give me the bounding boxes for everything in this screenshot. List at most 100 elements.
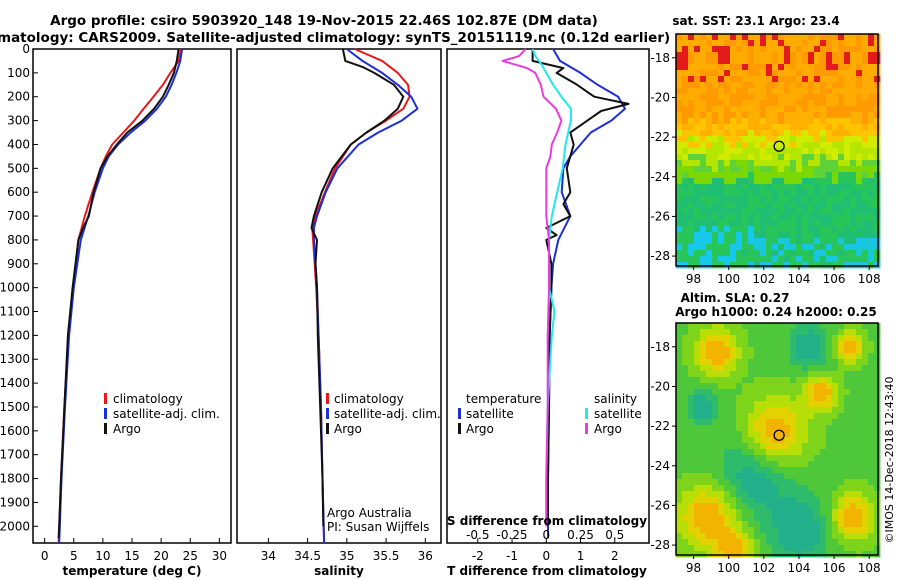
heatmap-cell <box>796 46 803 53</box>
heatmap-cell <box>778 335 785 342</box>
heatmap-cell <box>844 46 851 53</box>
heatmap-cell <box>832 533 839 540</box>
heatmap-cell <box>676 527 683 534</box>
heatmap-cell <box>706 40 713 47</box>
depth-tick-label: 2000 <box>0 519 30 533</box>
heatmap-cell <box>832 100 839 107</box>
heatmap-cell <box>700 40 707 47</box>
heatmap-cell <box>838 533 845 540</box>
heatmap-cell <box>736 160 743 167</box>
heatmap-cell <box>862 208 869 215</box>
heatmap-cell <box>826 377 833 384</box>
heatmap-cell <box>742 124 749 131</box>
heatmap-cell <box>724 401 731 408</box>
heatmap-cell <box>700 455 707 462</box>
heatmap-cell <box>790 389 797 396</box>
heatmap-cell <box>706 455 713 462</box>
heatmap-cell <box>784 329 791 336</box>
heatmap-cell <box>784 527 791 534</box>
heatmap-cell <box>826 226 833 233</box>
heatmap-cell <box>772 142 779 149</box>
heatmap-cell <box>862 347 869 354</box>
heatmap-cell <box>784 341 791 348</box>
heatmap-cell <box>760 455 767 462</box>
heatmap-cell <box>874 184 881 191</box>
heatmap-cell <box>874 323 881 330</box>
heatmap-cell <box>772 40 779 47</box>
heatmap-cell <box>742 256 749 263</box>
heatmap-cell <box>844 491 851 498</box>
heatmap-cell <box>868 262 875 269</box>
heatmap-cell <box>856 262 863 269</box>
heatmap-cell <box>802 467 809 474</box>
heatmap-cell <box>838 142 845 149</box>
heatmap-cell <box>754 377 761 384</box>
heatmap-cell <box>688 40 695 47</box>
heatmap-cell <box>676 545 683 552</box>
heatmap-cell <box>676 449 683 456</box>
heatmap-cell <box>856 184 863 191</box>
heatmap-cell <box>814 184 821 191</box>
heatmap-cell <box>694 395 701 402</box>
heatmap-cell <box>700 491 707 498</box>
heatmap-cell <box>760 503 767 510</box>
heatmap-cell <box>700 323 707 330</box>
heatmap-cell <box>760 413 767 420</box>
heatmap-cell <box>748 395 755 402</box>
heatmap-cell <box>742 106 749 113</box>
heatmap-cell <box>778 527 785 534</box>
heatmap-cell <box>766 208 773 215</box>
heatmap-cell <box>844 238 851 245</box>
heatmap-cell <box>856 196 863 203</box>
heatmap-cell <box>796 82 803 89</box>
heatmap-cell <box>706 82 713 89</box>
heatmap-cell <box>700 112 707 119</box>
heatmap-cell <box>718 509 725 516</box>
heatmap-cell <box>736 40 743 47</box>
heatmap-cell <box>694 329 701 336</box>
heatmap-cell <box>712 148 719 155</box>
heatmap-cell <box>712 82 719 89</box>
heatmap-cell <box>718 214 725 221</box>
heatmap-cell <box>736 401 743 408</box>
heatmap-cell <box>718 136 725 143</box>
heatmap-cell <box>790 136 797 143</box>
heatmap-cell <box>766 70 773 77</box>
heatmap-cell <box>760 365 767 372</box>
heatmap-cell <box>682 485 689 492</box>
heatmap-cell <box>820 527 827 534</box>
heatmap-cell <box>832 130 839 137</box>
heatmap-cell <box>766 220 773 227</box>
heatmap-cell <box>754 52 761 59</box>
heatmap-cell <box>766 527 773 534</box>
heatmap-cell <box>766 377 773 384</box>
heatmap-cell <box>676 437 683 444</box>
heatmap-cell <box>700 407 707 414</box>
heatmap-cell <box>808 515 815 522</box>
heatmap-cell <box>820 341 827 348</box>
heatmap-cell <box>736 64 743 71</box>
heatmap-cell <box>796 238 803 245</box>
heatmap-cell <box>838 52 845 59</box>
heatmap-cell <box>742 551 749 558</box>
heatmap-cell <box>838 94 845 101</box>
heatmap-cell <box>874 485 881 492</box>
heatmap-cell <box>820 419 827 426</box>
heatmap-cell <box>736 461 743 468</box>
heatmap-cell <box>838 359 845 366</box>
heatmap-cell <box>868 184 875 191</box>
x-tick-label: 36 <box>418 549 433 563</box>
heatmap-cell <box>778 142 785 149</box>
heatmap-cell <box>868 401 875 408</box>
heatmap-cell <box>802 184 809 191</box>
heatmap-cell <box>820 82 827 89</box>
heatmap-cell <box>736 232 743 239</box>
heatmap-cell <box>850 527 857 534</box>
heatmap-cell <box>700 449 707 456</box>
heatmap-cell <box>790 449 797 456</box>
heatmap-cell <box>832 226 839 233</box>
heatmap-cell <box>682 419 689 426</box>
heatmap-cell <box>802 413 809 420</box>
heatmap-cell <box>742 202 749 209</box>
heatmap-cell <box>718 455 725 462</box>
